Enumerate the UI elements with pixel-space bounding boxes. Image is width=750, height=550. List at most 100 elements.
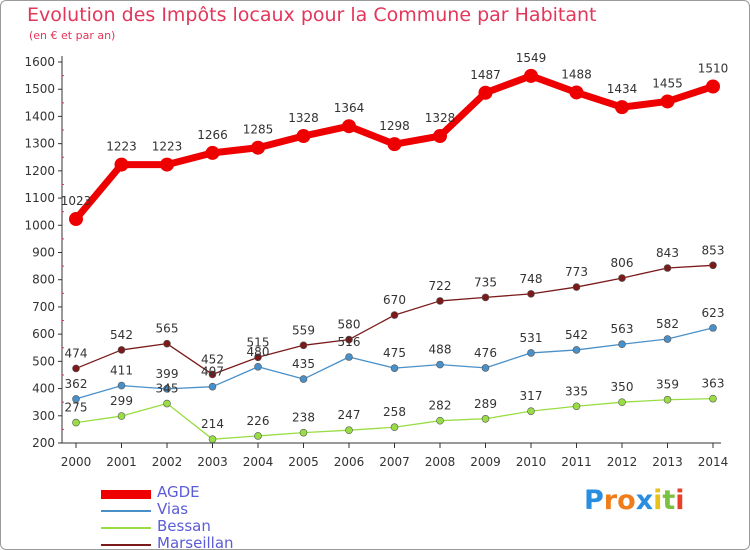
legend-swatch — [101, 544, 151, 546]
data-point-vias — [72, 395, 80, 403]
data-label-marseillan: 806 — [611, 256, 634, 270]
data-label-vias: 411 — [110, 364, 133, 378]
x-tick-label: 2006 — [334, 455, 365, 469]
data-point-vias — [709, 324, 717, 332]
data-label-marseillan: 670 — [383, 293, 406, 307]
data-label-bessan: 299 — [110, 394, 133, 408]
data-label-bessan: 335 — [565, 384, 588, 398]
x-tick-label: 2005 — [288, 455, 319, 469]
data-point-vias — [163, 385, 171, 393]
data-point-bessan — [481, 414, 490, 423]
logo-letter: i — [675, 485, 685, 516]
data-point-marseillan — [390, 311, 399, 319]
data-point-bessan — [345, 426, 353, 435]
data-label-agde: 1434 — [607, 82, 638, 96]
data-point-bessan — [390, 423, 399, 432]
data-label-marseillan: 559 — [292, 323, 315, 337]
x-tick-label: 2013 — [652, 455, 683, 469]
data-point-bessan — [299, 428, 308, 437]
y-tick-label: 300 — [32, 409, 55, 423]
x-tick-label: 2007 — [379, 455, 410, 469]
data-label-marseillan: 580 — [338, 318, 361, 332]
data-label-vias: 362 — [65, 377, 88, 391]
x-tick-label: 2012 — [607, 455, 638, 469]
data-point-marseillan — [481, 293, 490, 302]
data-point-agde — [524, 68, 538, 83]
data-point-marseillan — [208, 370, 217, 379]
data-label-agde: 1298 — [379, 119, 410, 133]
data-point-agde — [706, 79, 720, 94]
data-point-agde — [251, 140, 265, 155]
data-label-vias: 399 — [156, 367, 179, 381]
data-label-marseillan: 853 — [702, 243, 725, 257]
x-tick-label: 2014 — [698, 455, 729, 469]
data-label-agde: 1023 — [61, 194, 92, 208]
data-point-marseillan — [663, 264, 672, 272]
y-tick-label: 400 — [32, 382, 55, 396]
data-point-vias — [345, 353, 353, 361]
data-label-agde: 1455 — [652, 76, 683, 90]
data-label-marseillan: 452 — [201, 352, 224, 366]
data-point-marseillan — [163, 339, 171, 348]
data-point-marseillan — [299, 341, 308, 350]
data-label-bessan: 363 — [702, 377, 725, 391]
data-label-bessan: 317 — [520, 389, 543, 403]
data-point-agde — [615, 100, 629, 115]
y-tick-label: 1400 — [24, 109, 55, 123]
data-label-bessan: 226 — [247, 414, 270, 428]
data-label-bessan: 350 — [611, 380, 634, 394]
x-tick-label: 2011 — [561, 455, 592, 469]
logo-letter: t — [662, 485, 676, 516]
data-label-marseillan: 773 — [565, 265, 588, 279]
data-point-bessan — [254, 432, 262, 440]
data-label-agde: 1549 — [516, 51, 547, 65]
data-label-vias: 516 — [338, 335, 361, 349]
x-tick-label: 2010 — [516, 455, 547, 469]
data-point-vias — [572, 346, 581, 354]
data-label-marseillan: 474 — [65, 346, 88, 360]
data-point-agde — [160, 157, 174, 172]
data-point-agde — [387, 137, 402, 152]
data-point-vias — [527, 349, 535, 357]
data-label-vias: 488 — [429, 343, 452, 357]
data-label-agde: 1487 — [470, 68, 501, 82]
data-label-agde: 1488 — [561, 67, 592, 81]
data-point-marseillan — [527, 290, 535, 298]
legend-swatch — [101, 527, 151, 529]
data-point-agde — [69, 212, 83, 227]
data-point-bessan — [163, 399, 171, 408]
data-point-vias — [618, 340, 626, 349]
data-label-agde: 1328 — [425, 111, 456, 125]
y-tick-label: 900 — [32, 246, 55, 260]
data-point-vias — [299, 375, 308, 383]
data-point-bessan — [618, 398, 626, 406]
data-label-bessan: 289 — [474, 397, 497, 411]
data-label-agde: 1328 — [288, 111, 319, 125]
data-label-marseillan: 843 — [656, 246, 679, 260]
data-label-vias: 476 — [474, 346, 497, 360]
data-label-marseillan: 515 — [247, 335, 270, 349]
data-label-agde: 1223 — [106, 140, 137, 154]
data-point-bessan — [72, 418, 80, 427]
legend-label: AGDE — [157, 483, 200, 501]
data-point-marseillan — [709, 261, 717, 270]
data-point-bessan — [436, 416, 444, 425]
data-label-marseillan: 748 — [520, 272, 543, 286]
data-point-bessan — [208, 435, 217, 443]
data-label-vias: 542 — [565, 328, 588, 342]
y-tick-label: 1500 — [24, 82, 55, 96]
x-tick-label: 2001 — [106, 455, 137, 469]
data-point-agde — [296, 129, 311, 144]
y-tick-label: 200 — [32, 436, 55, 450]
y-tick-label: 1000 — [24, 218, 55, 232]
data-label-vias: 435 — [292, 357, 315, 371]
data-point-agde — [569, 85, 584, 100]
data-label-bessan: 247 — [338, 408, 361, 422]
data-label-marseillan: 542 — [110, 328, 133, 342]
logo-letter: i — [653, 485, 663, 516]
data-label-bessan: 214 — [201, 417, 224, 431]
legend-label: Marseillan — [157, 534, 234, 550]
x-tick-label: 2002 — [152, 455, 183, 469]
